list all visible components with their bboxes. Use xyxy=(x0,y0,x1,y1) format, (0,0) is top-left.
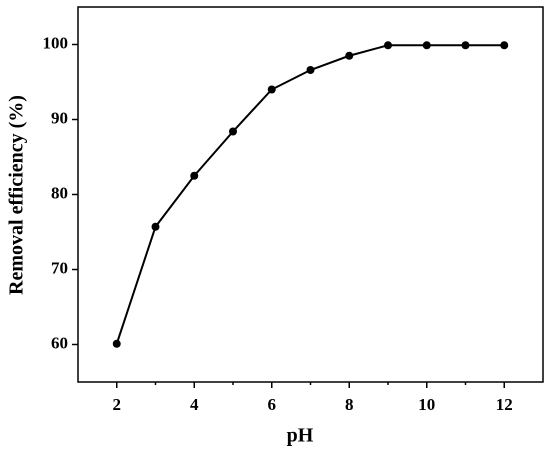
data-point xyxy=(500,41,509,50)
y-tick-label: 70 xyxy=(51,258,68,277)
data-point xyxy=(267,85,276,94)
x-tick-label: 4 xyxy=(190,395,199,414)
x-tick-label: 2 xyxy=(113,395,122,414)
data-point xyxy=(112,339,121,348)
x-tick-label: 6 xyxy=(268,395,277,414)
data-point xyxy=(190,171,199,180)
data-point xyxy=(384,41,392,50)
y-tick-label: 80 xyxy=(51,183,68,202)
data-point xyxy=(306,66,315,74)
data-line xyxy=(115,44,505,345)
data-point xyxy=(422,41,431,50)
data-point xyxy=(461,41,470,50)
y-tick-label: 90 xyxy=(51,108,68,127)
x-tick-label: 8 xyxy=(345,395,354,414)
x-tick-label: 12 xyxy=(496,395,513,414)
x-tick-label: 10 xyxy=(418,395,435,414)
data-point xyxy=(151,222,160,231)
y-axis-label: Removal efficiency (%) xyxy=(6,95,28,295)
data-point xyxy=(345,51,354,60)
y-tick-label: 100 xyxy=(43,33,69,52)
x-axis-label: pH xyxy=(287,425,314,447)
y-tick-label: 60 xyxy=(51,333,68,352)
plot-frame xyxy=(77,6,544,383)
data-point xyxy=(229,127,237,136)
